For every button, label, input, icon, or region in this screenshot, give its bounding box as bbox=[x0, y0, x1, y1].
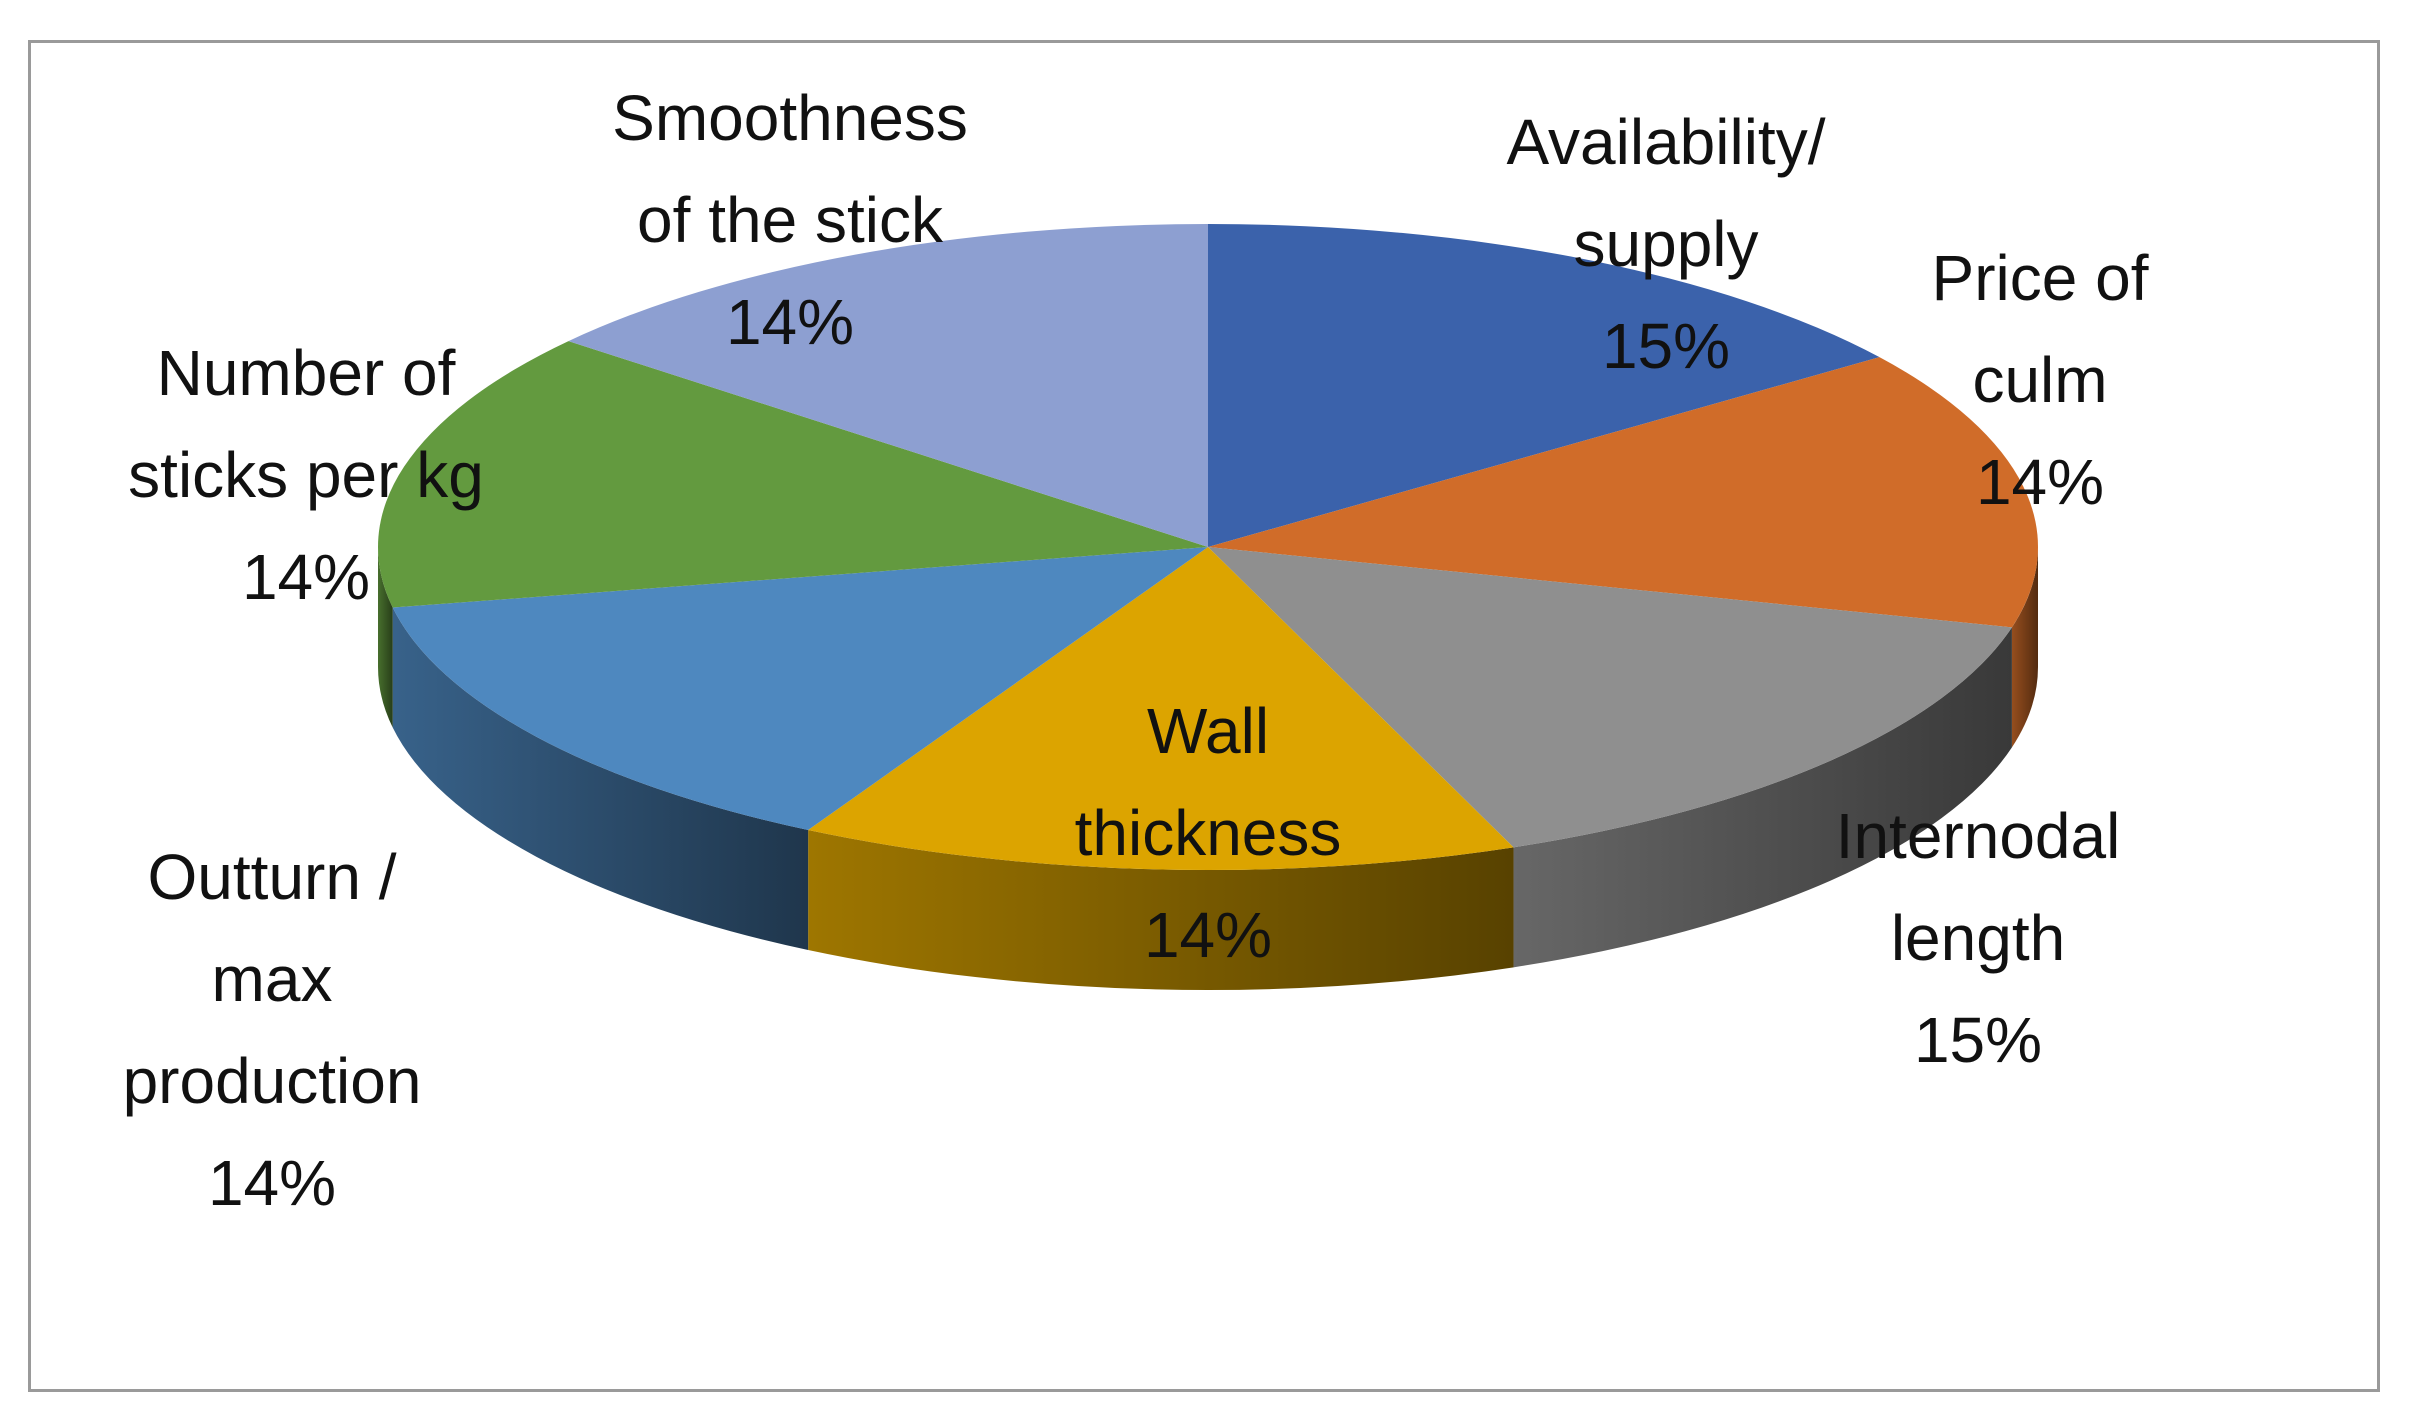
pie-slice-outturn-max-production bbox=[392, 547, 1209, 831]
pie-side-number-of-sticks-per-kg bbox=[378, 547, 393, 728]
pie-side-wall-thickness bbox=[808, 830, 1514, 991]
pie-side-price-of-culm bbox=[2011, 547, 2038, 748]
label-availability-supply: Availability/supply 15% bbox=[1506, 106, 1826, 382]
pie-slice-wall-thickness bbox=[808, 547, 1514, 870]
label-internodal-length: Internodal length 15% bbox=[1835, 800, 2121, 1076]
pie-slice-smoothness-of-the-stick bbox=[568, 224, 1208, 547]
pie-top bbox=[377, 224, 2039, 870]
pie-side-outturn-max-production bbox=[392, 607, 809, 951]
label-outturn-max-production: Outturn / max production 14% bbox=[122, 841, 422, 1219]
label-number-of-sticks-per-kg: Number of sticks per kg 14% bbox=[128, 337, 484, 613]
label-wall-thickness: Wall thickness 14% bbox=[1074, 695, 1342, 971]
pie-sides bbox=[378, 547, 2038, 991]
label-price-of-culm: Price of culm 14% bbox=[1931, 242, 2149, 518]
pie-side-internodal-length bbox=[1513, 627, 2012, 968]
pie-slice-price-of-culm bbox=[1208, 357, 2039, 628]
pie-slice-number-of-sticks-per-kg bbox=[377, 341, 1208, 608]
pie-slice-internodal-length bbox=[1208, 547, 2012, 848]
label-smoothness-of-the-stick: Smoothness of the stick 14% bbox=[612, 82, 968, 358]
pie-slice-availability-supply bbox=[1208, 224, 1880, 547]
